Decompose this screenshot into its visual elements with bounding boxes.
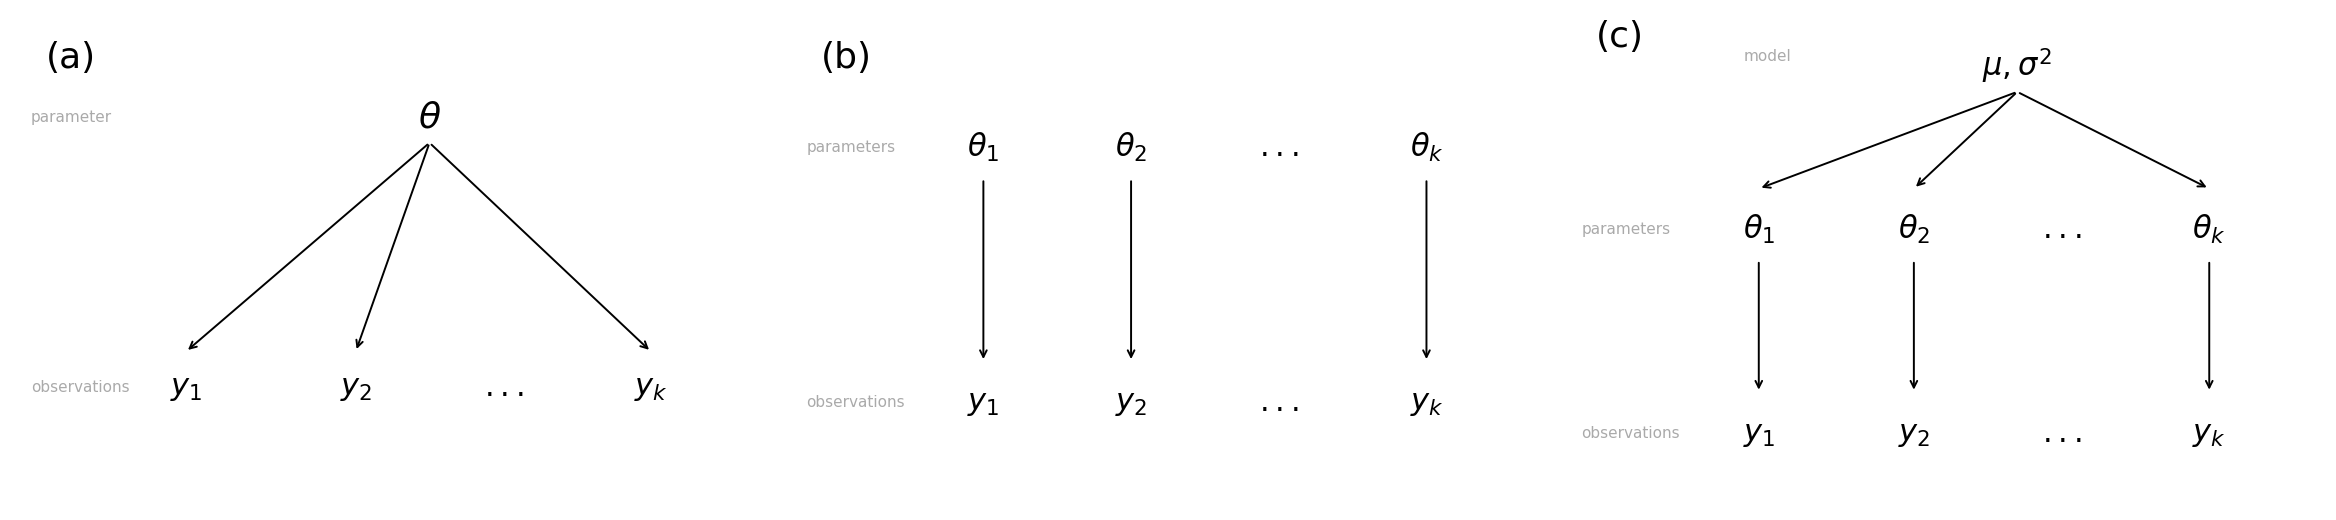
Text: $...$: $...$ <box>2042 214 2081 245</box>
Text: $...$: $...$ <box>1259 387 1299 418</box>
Text: $\theta_1$: $\theta_1$ <box>1743 213 1775 246</box>
Text: $...$: $...$ <box>1259 133 1299 163</box>
Text: $\theta_2$: $\theta_2$ <box>1114 132 1147 164</box>
Text: $y_k$: $y_k$ <box>633 372 668 403</box>
Text: (a): (a) <box>44 41 96 75</box>
Text: observations: observations <box>1581 426 1680 441</box>
Text: $y_2$: $y_2$ <box>1897 418 1930 449</box>
Text: parameter: parameter <box>30 110 112 125</box>
Text: $\theta_k$: $\theta_k$ <box>1409 132 1444 164</box>
Text: $...$: $...$ <box>484 372 523 403</box>
Text: observations: observations <box>30 380 128 395</box>
Text: $\theta$: $\theta$ <box>418 100 442 134</box>
Text: (c): (c) <box>1595 20 1645 55</box>
Text: (b): (b) <box>820 41 871 75</box>
Text: parameters: parameters <box>1581 222 1670 237</box>
Text: $y_1$: $y_1$ <box>171 372 201 403</box>
Text: parameters: parameters <box>806 140 895 155</box>
Text: $y_2$: $y_2$ <box>339 372 371 403</box>
Text: $\theta_1$: $\theta_1$ <box>967 132 1000 164</box>
Text: $\mu, \sigma^2$: $\mu, \sigma^2$ <box>1983 47 2051 86</box>
Text: $y_k$: $y_k$ <box>1409 387 1444 418</box>
Text: $y_k$: $y_k$ <box>2191 418 2226 449</box>
Text: $y_1$: $y_1$ <box>967 387 1000 418</box>
Text: $y_1$: $y_1$ <box>1743 418 1775 449</box>
Text: $\theta_k$: $\theta_k$ <box>2194 213 2226 246</box>
Text: $\theta_2$: $\theta_2$ <box>1897 213 1930 246</box>
Text: $y_2$: $y_2$ <box>1114 387 1147 418</box>
Text: observations: observations <box>806 395 904 410</box>
Text: $...$: $...$ <box>2042 418 2081 449</box>
Text: model: model <box>1745 49 1792 63</box>
